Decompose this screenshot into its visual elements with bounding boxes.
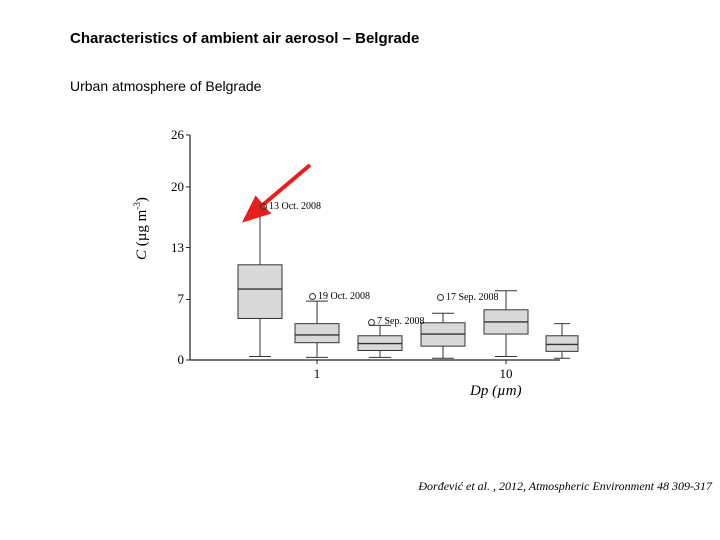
y-axis-label: C (µg m-3) bbox=[132, 197, 151, 260]
y-tick-label: 26 bbox=[160, 127, 184, 143]
series-label: 13 Oct. 2008 bbox=[260, 201, 321, 212]
x-axis-label: Dp (µm) bbox=[470, 383, 522, 400]
y-tick-label: 0 bbox=[160, 352, 184, 368]
y-tick-label: 13 bbox=[160, 240, 184, 256]
citation-text: Đorđević et al. , 2012, Atmospheric Envi… bbox=[418, 479, 712, 494]
y-tick-label: 7 bbox=[160, 291, 184, 307]
series-label: 7 Sep. 2008 bbox=[368, 316, 425, 327]
page-subtitle: Urban atmosphere of Belgrade bbox=[70, 78, 261, 94]
x-tick-label: 10 bbox=[491, 366, 521, 382]
y-tick-label: 20 bbox=[160, 179, 184, 195]
page-title: Characteristics of ambient air aerosol –… bbox=[70, 30, 419, 47]
series-label: 17 Sep. 2008 bbox=[437, 292, 499, 303]
series-label: 19 Oct. 2008 bbox=[309, 291, 370, 302]
x-tick-label: 1 bbox=[302, 366, 332, 382]
boxplot-chart: C (µg m-3) Dp (µm) 07132026110 13 Oct. 2… bbox=[150, 125, 580, 405]
chart-svg bbox=[150, 125, 580, 405]
